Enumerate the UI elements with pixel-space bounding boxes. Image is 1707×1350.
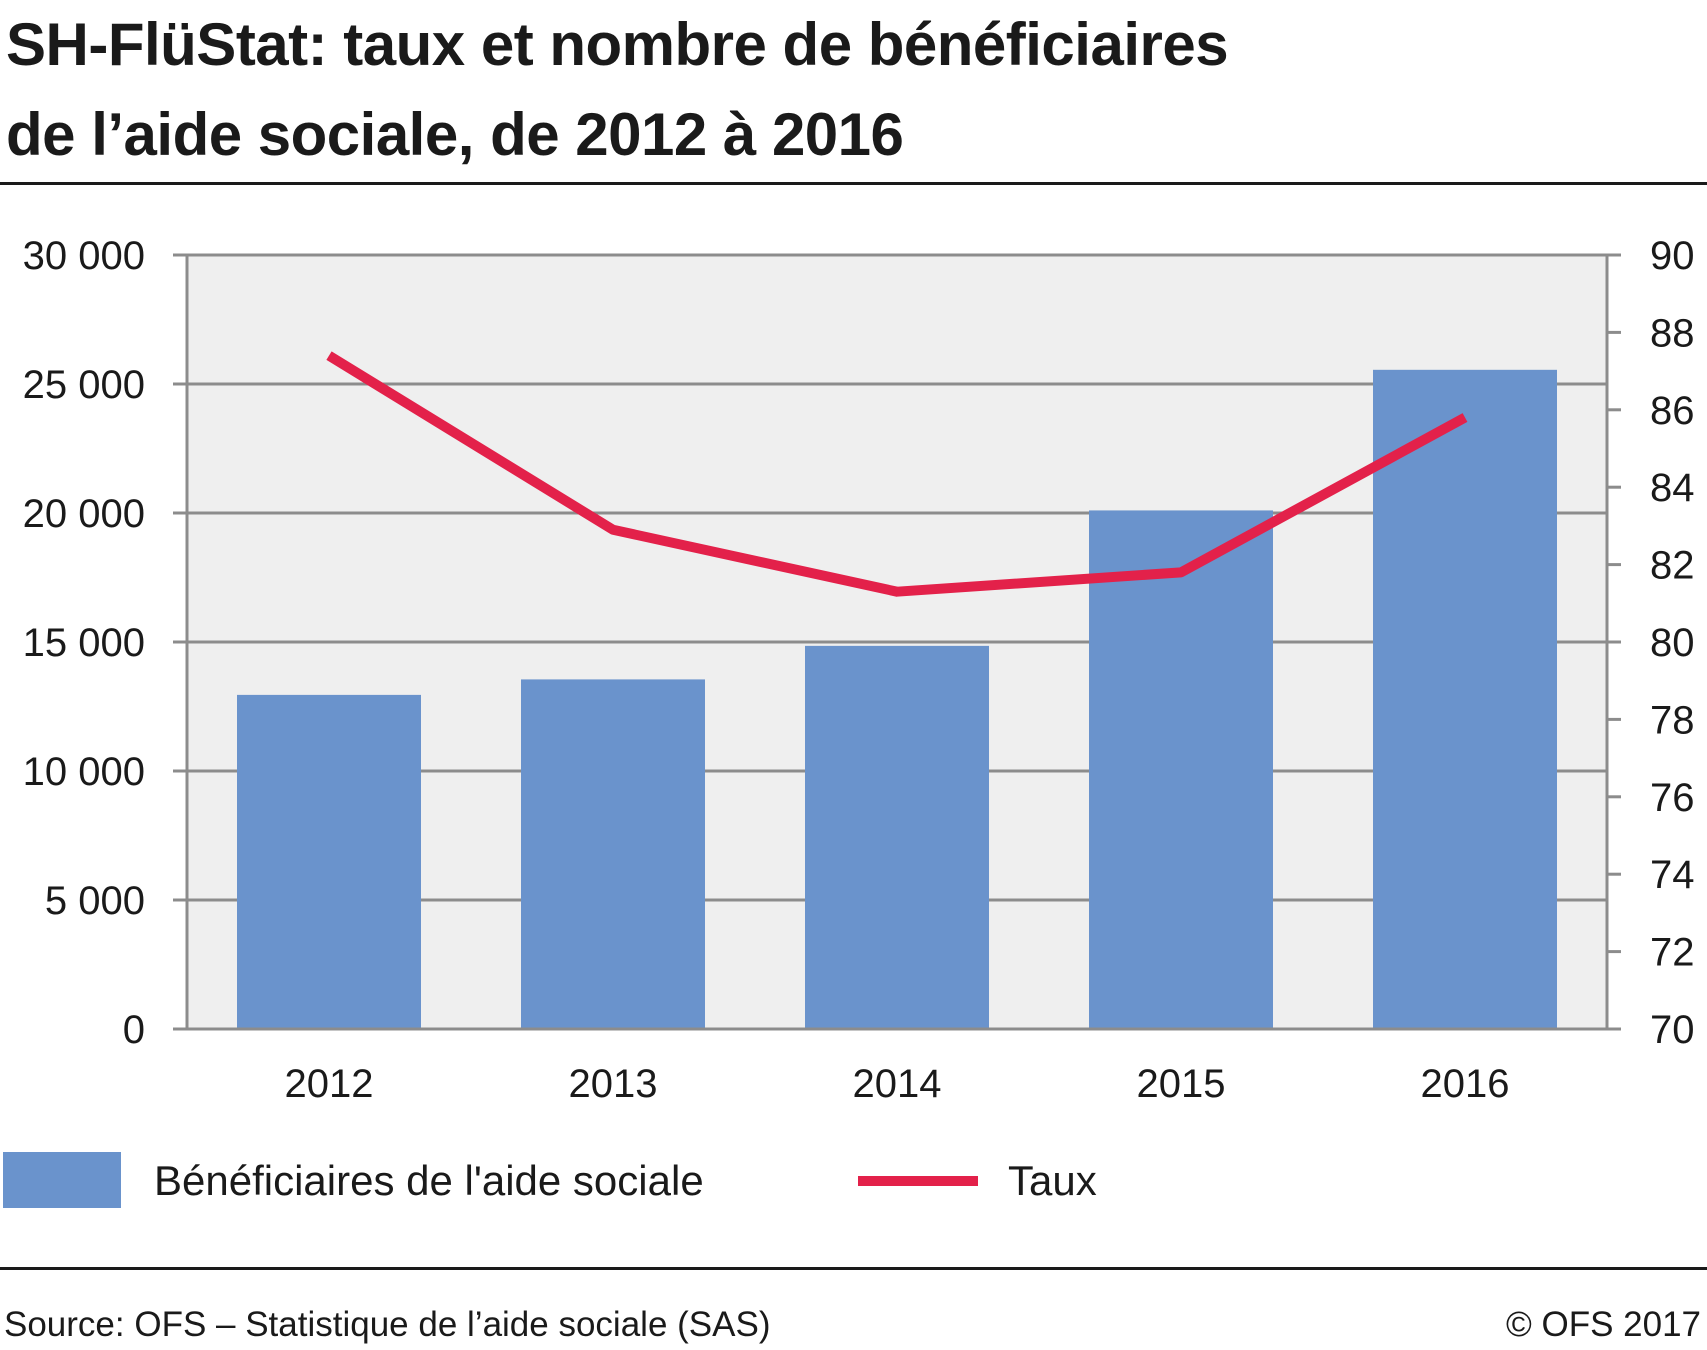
y-left-tick-label: 5 000 bbox=[45, 879, 145, 923]
top-divider bbox=[0, 182, 1707, 185]
bar-2015 bbox=[1089, 510, 1273, 1029]
copyright-note: © OFS 2017 bbox=[1505, 1305, 1701, 1344]
y-right-tick-label: 74 bbox=[1650, 853, 1695, 897]
x-tick-label: 2014 bbox=[853, 1062, 942, 1106]
y-right-tick-label: 86 bbox=[1650, 389, 1695, 433]
y-right-tick-label: 76 bbox=[1650, 776, 1695, 820]
y-right-tick-label: 90 bbox=[1650, 234, 1695, 278]
legend-bar-swatch bbox=[3, 1152, 121, 1208]
y-right-tick-label: 72 bbox=[1650, 931, 1695, 975]
combo-chart: 0 5 000 10 000 15 000 20 000 25 000 30 000 70 72… bbox=[23, 234, 1695, 1106]
bar-2016 bbox=[1373, 369, 1557, 1029]
bar-2014 bbox=[805, 645, 989, 1029]
y-left-tick-label: 25 000 bbox=[23, 363, 145, 407]
chart-title-line-1: SH-FlüStat: taux et nombre de bénéficiai… bbox=[6, 11, 1229, 78]
y-right-tick-label: 70 bbox=[1650, 1008, 1695, 1052]
bottom-divider bbox=[0, 1267, 1707, 1270]
x-tick-label: 2015 bbox=[1137, 1062, 1226, 1106]
y-right-tick-label: 82 bbox=[1650, 544, 1695, 588]
y-left-tick-label: 10 000 bbox=[23, 750, 145, 794]
legend-bar-label: Bénéficiaires de l'aide sociale bbox=[154, 1157, 704, 1204]
x-tick-label: 2012 bbox=[285, 1062, 374, 1106]
chart-title-line-2: de l’aide sociale, de 2012 à 2016 bbox=[6, 101, 904, 168]
legend-line-label: Taux bbox=[1008, 1157, 1097, 1204]
y-left-tick-label: 0 bbox=[123, 1008, 145, 1052]
x-tick-label: 2016 bbox=[1421, 1062, 1510, 1106]
y-left-tick-label: 30 000 bbox=[23, 234, 145, 278]
y-right-tick-label: 84 bbox=[1650, 466, 1695, 510]
bar-2012 bbox=[237, 694, 421, 1029]
source-note: Source: OFS – Statistique de l’aide soci… bbox=[4, 1305, 771, 1344]
y-right-tick-label: 88 bbox=[1650, 311, 1695, 355]
legend-line-swatch bbox=[858, 1176, 978, 1186]
chart-title: SH-FlüStat: taux et nombre de bénéficiai… bbox=[6, 0, 1696, 180]
bar-2013 bbox=[521, 679, 705, 1029]
y-left-tick-label: 15 000 bbox=[23, 621, 145, 665]
y-left-tick-label: 20 000 bbox=[23, 492, 145, 536]
y-right-tick-label: 78 bbox=[1650, 698, 1695, 742]
x-tick-label: 2013 bbox=[569, 1062, 658, 1106]
y-right-tick-label: 80 bbox=[1650, 621, 1695, 665]
